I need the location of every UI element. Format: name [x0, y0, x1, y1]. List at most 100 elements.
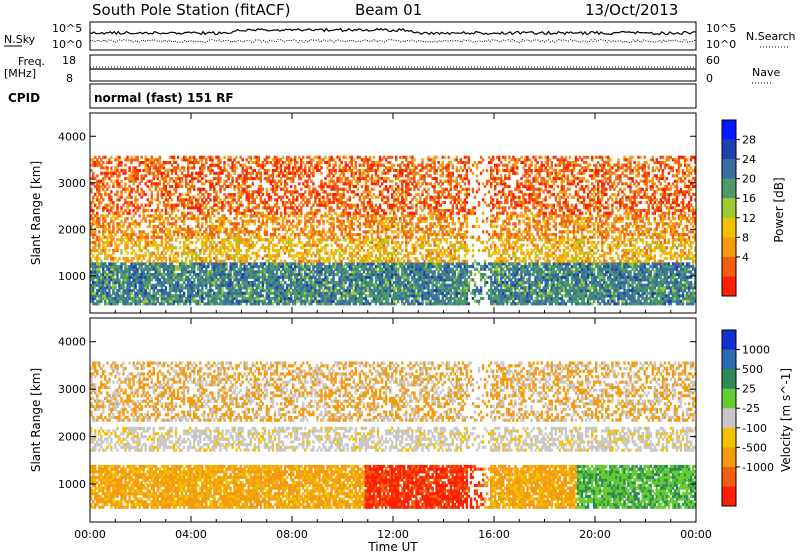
range-cell: [334, 161, 337, 165]
range-cell: [150, 265, 153, 269]
range-cell: [96, 219, 99, 223]
range-cell: [134, 270, 137, 274]
range-cell: [142, 211, 145, 215]
range-cell: [245, 251, 248, 255]
range-cell: [120, 241, 123, 245]
range-cell: [154, 299, 157, 303]
range-cell: [168, 270, 172, 274]
range-cell: [132, 174, 135, 178]
range-cell: [166, 174, 170, 178]
range-cell: [318, 209, 321, 213]
range-cell: [360, 193, 364, 197]
range-cell: [281, 283, 285, 287]
range-cell: [106, 182, 109, 186]
range-cell: [90, 225, 93, 229]
range-cell: [146, 249, 149, 253]
range-cell: [184, 203, 188, 207]
range-cell: [106, 254, 109, 258]
range-cell: [336, 265, 339, 269]
range-cell: [102, 275, 105, 279]
range-cell: [314, 201, 317, 205]
range-cell: [168, 155, 172, 159]
range-cell: [106, 286, 109, 290]
range-cell: [112, 174, 115, 178]
range-cell: [285, 155, 289, 159]
range-cell: [180, 235, 184, 239]
range-cell: [120, 193, 123, 197]
range-cell: [296, 243, 299, 247]
range-cell: [148, 243, 151, 247]
range-cell: [112, 257, 115, 261]
range-cell: [344, 201, 347, 205]
range-cell: [160, 166, 164, 170]
range-cell: [114, 257, 117, 261]
range-cell: [122, 225, 125, 229]
range-cell: [332, 275, 335, 279]
range-cell: [191, 227, 194, 231]
range-cell: [120, 169, 123, 173]
range-cell: [215, 209, 218, 213]
range-cell: [146, 270, 149, 274]
range-cell: [229, 273, 232, 277]
range-cell: [187, 270, 190, 274]
range-cell: [150, 190, 153, 194]
range-cell: [154, 286, 157, 290]
range-cell: [326, 251, 329, 255]
range-cell: [142, 230, 145, 234]
range-cell: [172, 302, 176, 306]
range-cell: [205, 265, 208, 269]
range-cell: [156, 203, 160, 207]
range-cell: [326, 289, 329, 293]
range-cell: [372, 187, 376, 191]
range-cell: [128, 270, 131, 274]
nsearch-dots: [89, 38, 697, 44]
range-cell: [150, 273, 153, 277]
range-cell: [120, 273, 123, 277]
range-cell: [368, 155, 372, 159]
range-cell: [346, 299, 349, 303]
range-cell: [98, 281, 101, 285]
range-cell: [164, 257, 168, 261]
range-cell: [136, 302, 139, 306]
range-cell: [116, 273, 119, 277]
range-cell: [154, 187, 157, 191]
range-cell: [130, 179, 133, 183]
range-cell: [128, 225, 131, 229]
range-cell: [112, 182, 115, 186]
range-cell: [138, 257, 141, 261]
range-cell: [168, 297, 172, 301]
range-cell: [130, 291, 133, 295]
range-cell: [126, 275, 129, 279]
range-cell: [205, 217, 208, 221]
range-cell: [98, 182, 101, 186]
range-cell: [215, 257, 218, 261]
range-cell: [221, 185, 224, 189]
range-cell: [142, 278, 145, 282]
nsky-tick-bottom-left: 10^0: [52, 38, 82, 51]
range-cell: [245, 195, 248, 199]
range-cell: [122, 278, 125, 282]
range-cell: [251, 182, 254, 186]
range-cell: [184, 230, 188, 234]
range-cell: [201, 225, 204, 229]
range-cell: [370, 177, 374, 181]
range-cell: [334, 251, 337, 255]
range-cell: [96, 243, 99, 247]
range-cell: [182, 241, 186, 245]
range-cell: [156, 251, 160, 255]
range-cell: [118, 195, 121, 199]
range-cell: [148, 275, 151, 279]
range-cell: [176, 267, 180, 271]
range-cell: [112, 273, 115, 277]
range-cell: [229, 249, 232, 253]
range-cell: [245, 166, 248, 170]
range-cell: [247, 203, 250, 207]
range-cell: [104, 278, 107, 282]
range-cell: [130, 227, 133, 231]
range-cell: [265, 225, 269, 229]
range-cell: [102, 219, 105, 223]
range-cell: [170, 203, 174, 207]
range-cell: [134, 262, 137, 266]
range-cell: [148, 241, 151, 245]
range-cell: [178, 297, 182, 301]
